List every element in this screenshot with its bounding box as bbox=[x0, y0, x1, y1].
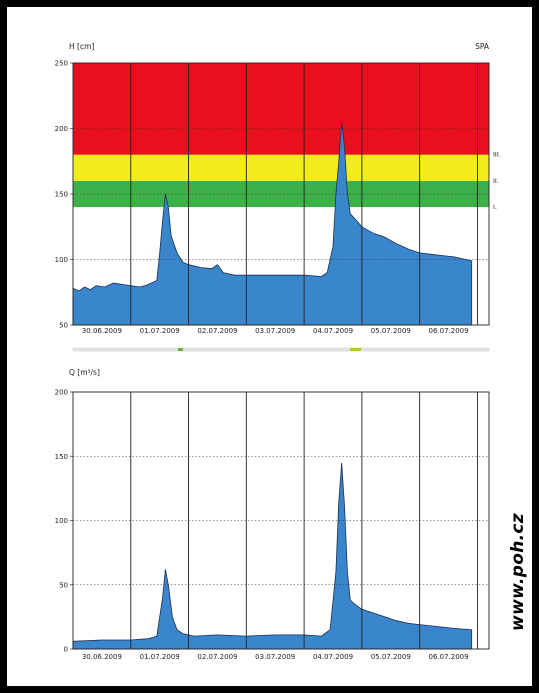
y-tick-label: 200 bbox=[55, 125, 68, 133]
station-code: SPA bbox=[475, 42, 490, 51]
y-tick-label: 150 bbox=[55, 453, 68, 461]
x-tick-label: 30.06.2009 bbox=[82, 653, 122, 661]
credit-area: www.poh.cz bbox=[503, 7, 533, 686]
plot-border bbox=[72, 391, 490, 650]
zone-label: I. bbox=[493, 203, 497, 211]
series-area-1 bbox=[72, 121, 473, 326]
x-tick-label: 02.07.2009 bbox=[197, 327, 237, 335]
x-tick-label: 06.07.2009 bbox=[429, 653, 469, 661]
x-tick-label: 05.07.2009 bbox=[371, 653, 411, 661]
status-bar bbox=[72, 347, 490, 352]
x-tick-label: 01.07.2009 bbox=[140, 327, 180, 335]
zone-band-yellow bbox=[73, 154, 489, 181]
status-bar-track bbox=[72, 347, 490, 352]
y-tick-label: 50 bbox=[59, 581, 68, 589]
zone-label: II. bbox=[493, 177, 499, 185]
chart-panel-2: 0 50 100 150 200 30.06.2009 01.07.2009 02.07.20… bbox=[55, 368, 490, 661]
x-tick-label: 04.07.2009 bbox=[313, 327, 353, 335]
y-tick-label: 250 bbox=[55, 60, 68, 68]
x-tick-label: 06.07.2009 bbox=[429, 327, 469, 335]
chart-panel-1: I. II. III. 50 100 150 200 250 30.06.2009 01.07.2… bbox=[55, 42, 501, 335]
y-tick-label: 100 bbox=[55, 517, 68, 525]
status-bar-marker bbox=[178, 348, 183, 351]
zone-label: III. bbox=[493, 151, 501, 159]
chart-frame: I. II. III. 50 100 150 200 250 30.06.2009 01.07.2… bbox=[7, 7, 532, 686]
y-tick-label: 0 bbox=[64, 646, 68, 654]
x-tick-label: 03.07.2009 bbox=[255, 327, 295, 335]
status-bar-marker bbox=[350, 348, 361, 351]
x-tick-label: 04.07.2009 bbox=[313, 653, 353, 661]
y-tick-label: 200 bbox=[55, 389, 68, 397]
chart-canvas: I. II. III. 50 100 150 200 250 30.06.2009 01.07.2… bbox=[55, 42, 501, 661]
x-tick-label: 30.06.2009 bbox=[82, 327, 122, 335]
zone-band-red bbox=[73, 63, 489, 155]
series-area-1 bbox=[72, 462, 473, 650]
x-tick-label: 03.07.2009 bbox=[255, 653, 295, 661]
x-tick-label: 05.07.2009 bbox=[371, 327, 411, 335]
y-axis-label: H [cm] bbox=[69, 42, 94, 51]
x-tick-label: 01.07.2009 bbox=[140, 653, 180, 661]
plot-border bbox=[72, 62, 490, 326]
y-tick-label: 50 bbox=[59, 322, 68, 330]
credit-text: www.poh.cz bbox=[508, 513, 528, 631]
x-tick-label: 02.07.2009 bbox=[197, 653, 237, 661]
y-axis-label: Q [m³/s] bbox=[69, 368, 100, 377]
y-tick-label: 100 bbox=[55, 256, 68, 264]
y-tick-label: 150 bbox=[55, 191, 68, 199]
